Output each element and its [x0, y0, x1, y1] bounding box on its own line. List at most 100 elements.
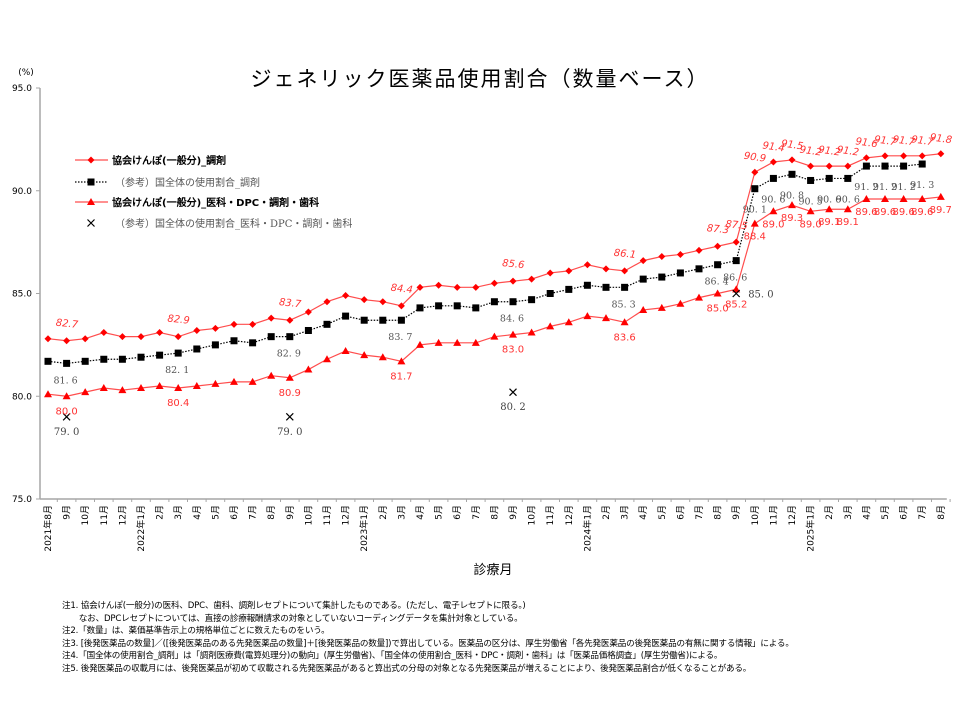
square-marker [156, 351, 164, 359]
x-tick-label: 12月 [117, 505, 128, 525]
x-tick-label: 3月 [843, 505, 854, 520]
triangle-marker [788, 201, 796, 209]
square-marker [918, 160, 926, 168]
triangle-marker [378, 353, 387, 361]
diamond-marker [658, 253, 666, 261]
x-tick-label: 8月 [266, 505, 277, 520]
x-tick-label: 9月 [62, 505, 73, 520]
diamond-marker [435, 281, 443, 289]
triangle-marker [87, 198, 95, 205]
square-marker [472, 304, 480, 312]
x-tick-label: 4月 [415, 505, 426, 520]
diamond-marker [286, 316, 294, 324]
triangle-marker [118, 386, 127, 394]
triangle-marker [304, 365, 313, 373]
diamond-marker [323, 298, 331, 306]
data-label: 91.7 [910, 134, 934, 148]
x-tick-label: 2021年8月 [42, 505, 54, 552]
x-tick-label: 5月 [434, 505, 445, 520]
triangle-marker [267, 371, 276, 379]
diamond-marker [87, 156, 95, 164]
x-axis-title: 診療月 [473, 562, 512, 578]
x-tick-label: 10月 [80, 505, 91, 525]
x-tick-label: 10月 [303, 505, 314, 525]
data-label: 82.9 [167, 314, 190, 327]
x-marker [87, 219, 95, 227]
footnote-4: 注4.「国全体の使用割合_調剤」は「調剤医療費(電算処理分)の動向」(厚生労働省… [62, 651, 723, 662]
diamond-marker [918, 152, 926, 160]
data-label: 82.7 [55, 318, 79, 331]
square-marker [174, 349, 182, 357]
footnote-2: 注2.「数量」は、薬価基準告示上の規格単位ごとに数えたものをいう。 [62, 626, 330, 637]
x-tick-label: 2月 [601, 505, 612, 520]
x-tick-label: 2月 [824, 505, 835, 520]
square-marker [249, 339, 257, 347]
data-label: 91.2 [817, 145, 841, 159]
x-tick-label: 9月 [508, 505, 519, 520]
square-marker [602, 283, 610, 291]
x-tick-label: 2025年1月 [805, 505, 817, 552]
square-marker [565, 285, 573, 293]
triangle-marker [490, 332, 499, 340]
triangle-marker [881, 194, 889, 202]
x-tick-label: 6月 [452, 505, 463, 520]
y-axis-unit: (%) [18, 68, 34, 78]
diamond-marker [937, 150, 945, 158]
x-tick-label: 12月 [564, 505, 575, 525]
data-label: 89.6 [911, 207, 933, 218]
footnote-3: 注3. [後発医薬品の数量]／([後発医薬品のある先発医薬品の数量]＋[後発医薬… [62, 638, 794, 649]
data-label: 89.0 [762, 219, 784, 230]
x-tick-label: 10月 [527, 505, 538, 525]
data-label: 90. 6 [761, 194, 785, 205]
diamond-marker [825, 162, 833, 170]
data-label: 89.1 [837, 217, 859, 228]
data-label: 91.2 [799, 145, 823, 159]
triangle-marker [732, 285, 741, 293]
x-tick-label: 4月 [861, 505, 872, 520]
triangle-marker [211, 379, 220, 387]
triangle-marker [657, 303, 666, 311]
legend-label: （参考）国全体の使用割合_調剤 [115, 176, 260, 189]
square-marker [230, 337, 238, 345]
square-marker [360, 316, 368, 324]
diamond-marker [565, 267, 573, 275]
legend-label: 協会けんぽ(一般分)_医科・DPC・調剤・歯科 [112, 196, 319, 209]
data-label: 79. 0 [54, 427, 79, 438]
diamond-marker [472, 283, 480, 291]
diamond-marker [397, 302, 405, 310]
x-tick-label: 2023年1月 [358, 505, 370, 552]
data-label: 91.8 [929, 132, 953, 146]
data-label: 91.6 [855, 136, 879, 150]
triangle-marker [527, 328, 536, 336]
square-marker [862, 162, 870, 170]
diamond-marker [360, 296, 368, 304]
x-tick-label: 6月 [899, 505, 910, 520]
footnote-5: 注5. 後発医薬品の収載月には、後発医薬品が初めて収載される先発医薬品があると算… [62, 663, 752, 674]
x-tick-label: 12月 [787, 505, 798, 525]
square-marker [453, 302, 461, 310]
square-marker [695, 265, 703, 273]
triangle-marker [843, 205, 852, 213]
square-marker [267, 333, 275, 341]
legend-label: 協会けんぽ(一般分)_調剤 [112, 154, 226, 167]
x-tick-label: 10月 [750, 505, 761, 525]
footnotes: 注1. 協会けんぽ(一般分)の医科、DPC、歯科、調剤レセプトについて集計したも… [62, 600, 794, 676]
y-tick-label: 90.0 [12, 187, 32, 197]
square-marker [900, 162, 908, 170]
diamond-marker [807, 162, 815, 170]
diamond-marker [602, 265, 610, 273]
data-label: 85. 0 [748, 290, 773, 301]
diamond-marker [230, 320, 238, 328]
x-tick-label: 7月 [248, 505, 259, 520]
square-marker [639, 275, 647, 283]
x-tick-label: 7月 [694, 505, 705, 520]
triangle-marker [676, 299, 685, 307]
x-tick-label: 7月 [917, 505, 928, 520]
data-label: 91.4 [762, 140, 786, 154]
data-label: 87.5 [725, 219, 748, 232]
legend-item-2: 協会けんぽ(一般分)_医科・DPC・調剤・歯科 [75, 196, 319, 209]
triangle-marker [174, 384, 183, 392]
data-label: 85.2 [725, 299, 747, 310]
diamond-marker [639, 257, 647, 265]
triangle-marker [81, 388, 90, 396]
